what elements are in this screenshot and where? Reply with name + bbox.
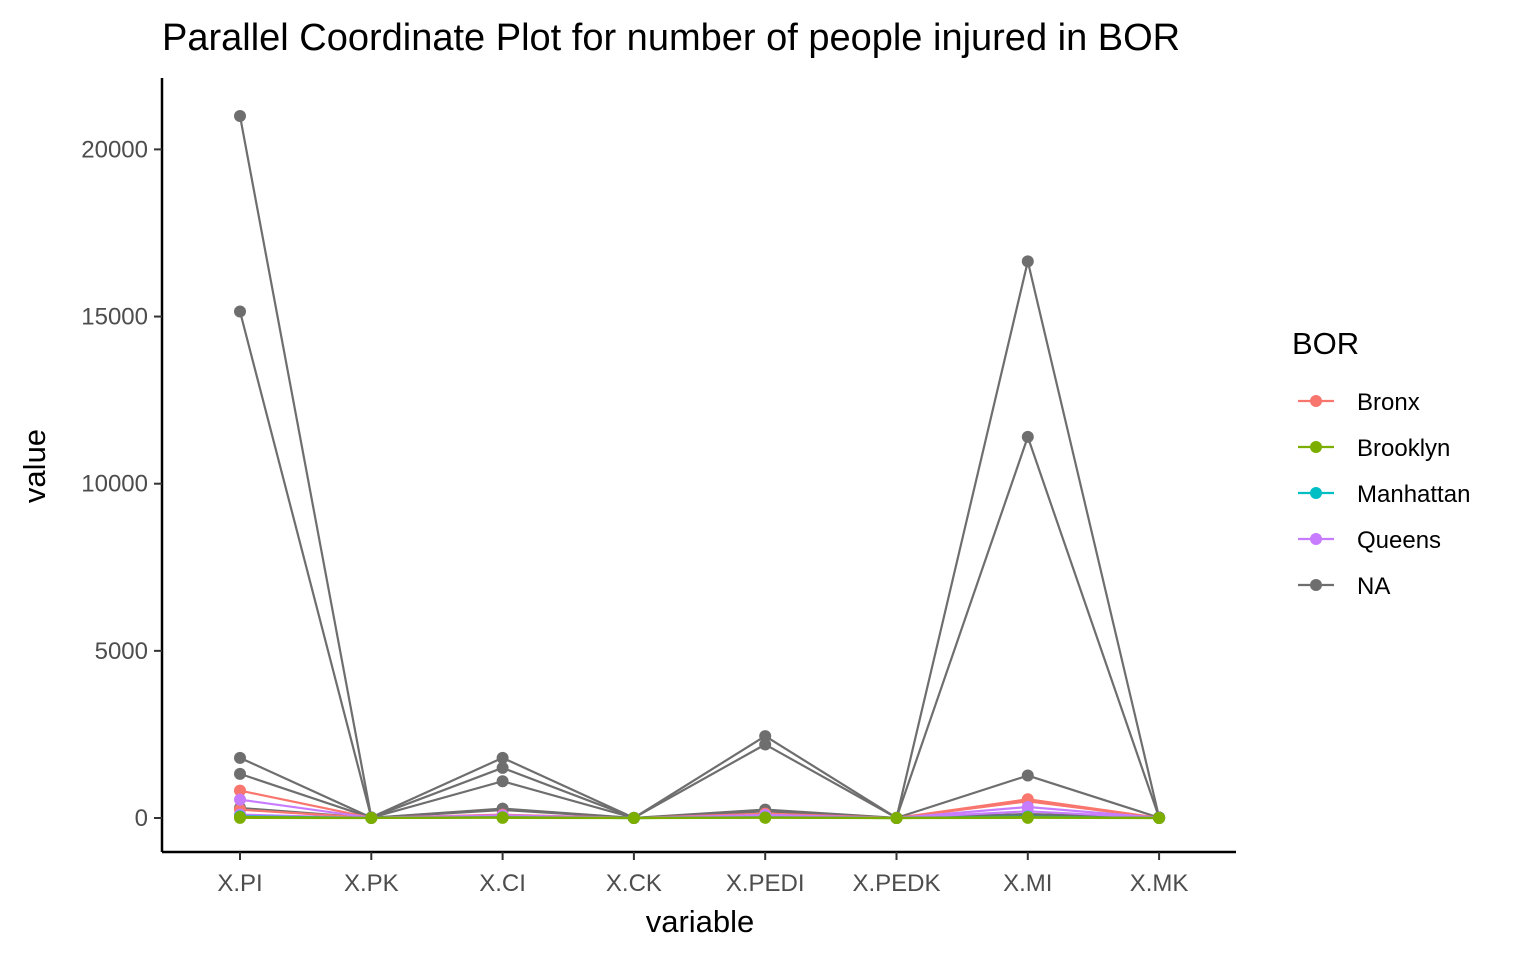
data-point [234, 811, 246, 824]
y-tick-label: 20000 [81, 136, 148, 163]
data-point [1153, 812, 1166, 824]
data-point [234, 751, 246, 764]
x-tick-label: X.PK [344, 870, 399, 897]
legend-key-point [1310, 441, 1322, 453]
x-tick-label: X.CI [479, 870, 526, 897]
x-tick-label: X.MI [1003, 870, 1052, 897]
data-point [496, 761, 509, 774]
x-ticks: X.PI X.PK X.CI X.CK X.PEDI X.PEDK X.MI X.MK [217, 852, 1188, 897]
legend-key-point [1310, 533, 1322, 545]
legend-key-point [1310, 395, 1322, 407]
x-tick-label: X.PEDK [852, 870, 940, 897]
y-tick-label: 0 [135, 805, 148, 832]
data-point [496, 811, 509, 824]
data-point [234, 767, 246, 780]
y-axis-title: value [17, 429, 52, 503]
legend-title: BOR [1292, 326, 1359, 361]
legend: BOR Bronx Brooklyn Manhattan Queens NA [1292, 326, 1470, 600]
legend-label: Manhattan [1357, 481, 1470, 508]
legend-label: Brooklyn [1357, 435, 1450, 462]
data-point [627, 812, 640, 824]
y-ticks: 0 5000 10000 15000 20000 [81, 136, 162, 832]
data-point [1021, 430, 1034, 443]
data-point [234, 305, 246, 318]
series-line [239, 756, 1160, 820]
x-tick-label: X.PI [217, 870, 262, 897]
legend-label: NA [1357, 573, 1390, 600]
data-point [234, 793, 246, 806]
data-point [759, 811, 772, 824]
data-point [1021, 811, 1034, 824]
data-point [759, 738, 772, 751]
legend-key-point [1310, 579, 1322, 591]
data-point [759, 730, 772, 743]
x-tick-label: X.CK [606, 870, 662, 897]
legend-label: Bronx [1357, 389, 1420, 416]
data-point [1021, 769, 1034, 782]
series-line [238, 311, 1161, 820]
data-point [234, 109, 246, 122]
data-point [496, 751, 509, 764]
data-point [1021, 255, 1034, 268]
x-tick-label: X.MK [1130, 870, 1189, 897]
series-line [238, 115, 1161, 820]
legend-key-point [1310, 487, 1322, 499]
data-point [234, 784, 246, 797]
data-point [890, 812, 903, 824]
plot-area [234, 109, 1166, 824]
data-point [496, 775, 509, 788]
x-tick-label: X.PEDI [726, 870, 805, 897]
data-point [365, 811, 378, 824]
y-tick-label: 5000 [95, 638, 148, 665]
chart-title: Parallel Coordinate Plot for number of p… [162, 17, 1180, 59]
y-tick-label: 15000 [81, 304, 148, 331]
legend-label: Queens [1357, 527, 1441, 554]
y-tick-label: 10000 [81, 471, 148, 498]
x-axis-title: variable [646, 904, 755, 939]
